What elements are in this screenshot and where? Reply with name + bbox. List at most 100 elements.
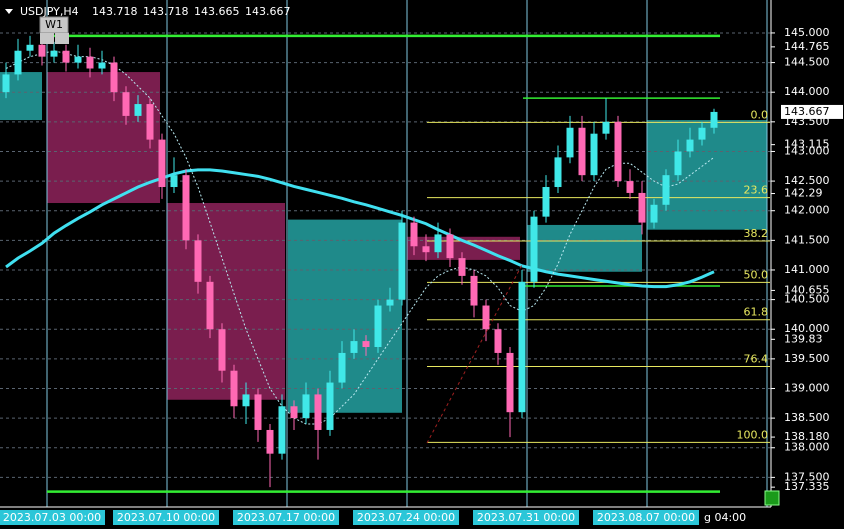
y-tick-label: 138.000 bbox=[784, 441, 830, 454]
y-tick-label: 140.000 bbox=[784, 322, 830, 335]
candle-body bbox=[422, 246, 430, 253]
time-label-box bbox=[353, 510, 459, 525]
time-label: 2023.07.03 00:00 bbox=[3, 511, 101, 524]
y-tick-label: 142.000 bbox=[784, 204, 830, 217]
time-label-box bbox=[593, 510, 699, 525]
candle-body bbox=[122, 92, 130, 116]
fib-label: 61.8 bbox=[744, 306, 769, 319]
time-label: 2023.07.10 00:00 bbox=[117, 511, 215, 524]
candle-body bbox=[182, 175, 190, 241]
time-label: g 04:00 bbox=[704, 511, 746, 524]
price-label: 137.335 bbox=[784, 480, 830, 493]
y-tick-label: 137.500 bbox=[784, 470, 830, 483]
candle-body bbox=[686, 139, 694, 152]
time-label: 2023.07.24 00:00 bbox=[357, 511, 455, 524]
candle-body bbox=[638, 192, 646, 223]
candle-body bbox=[374, 305, 382, 348]
overlay: 145.000144.500144.000143.500143.000142.5… bbox=[0, 26, 843, 525]
candle-body bbox=[398, 222, 406, 300]
y-tick-label: 139.500 bbox=[784, 352, 830, 365]
candle-body bbox=[662, 175, 670, 205]
candle-body bbox=[110, 62, 118, 93]
fib-label: 76.4 bbox=[744, 353, 769, 366]
candle-body bbox=[626, 181, 634, 193]
candle-body bbox=[386, 299, 394, 306]
candle-body bbox=[86, 56, 94, 69]
candle-body bbox=[542, 187, 550, 217]
candle-body bbox=[338, 352, 346, 383]
y-tick-label: 145.000 bbox=[784, 26, 830, 39]
candle-body bbox=[194, 240, 202, 282]
timeframe-label: W1 bbox=[45, 18, 63, 31]
candle-body bbox=[674, 151, 682, 176]
candle-body bbox=[362, 341, 370, 348]
candle-body bbox=[590, 133, 598, 176]
candle-body bbox=[62, 50, 70, 63]
fib-trendline bbox=[426, 262, 524, 444]
candle-body bbox=[254, 394, 262, 430]
scroll-button[interactable] bbox=[40, 33, 54, 44]
candle-body bbox=[530, 216, 538, 282]
candle-body bbox=[206, 281, 214, 330]
candle-body bbox=[434, 234, 442, 253]
plot-area bbox=[0, 0, 771, 507]
candle-body bbox=[566, 127, 574, 158]
candle-body bbox=[494, 329, 502, 353]
candle-body bbox=[26, 44, 34, 51]
candle-body bbox=[698, 127, 706, 140]
candle-body bbox=[50, 50, 58, 57]
price-label: 144.765 bbox=[784, 40, 830, 53]
scroll-button[interactable] bbox=[55, 33, 69, 44]
y-tick-label: 144.000 bbox=[784, 85, 830, 98]
candle-body bbox=[290, 406, 298, 419]
candle-body bbox=[74, 56, 82, 63]
candle-body bbox=[302, 394, 310, 419]
y-tick-label: 141.000 bbox=[784, 263, 830, 276]
candle-body bbox=[2, 74, 10, 93]
price-label: 140.655 bbox=[784, 283, 830, 296]
candle-body bbox=[170, 175, 178, 188]
candle-body bbox=[470, 275, 478, 306]
candle-body bbox=[242, 394, 250, 407]
price-label: 138.180 bbox=[784, 430, 830, 443]
y-tick-label: 142.500 bbox=[784, 174, 830, 187]
menu-arrow[interactable] bbox=[5, 9, 13, 14]
price-label: 142.29 bbox=[784, 187, 823, 200]
y-tick-label: 143.000 bbox=[784, 144, 830, 157]
time-label-box bbox=[113, 510, 219, 525]
candle-body bbox=[506, 352, 514, 413]
header-close: 143.667 bbox=[245, 5, 291, 18]
candle-body bbox=[602, 121, 610, 134]
minus-button[interactable] bbox=[764, 490, 780, 506]
fib-label: 23.6 bbox=[744, 184, 769, 197]
candle-body bbox=[38, 44, 46, 57]
y-tick-label: 141.500 bbox=[784, 233, 830, 246]
candle-body bbox=[278, 406, 286, 454]
candle-body bbox=[314, 394, 322, 430]
candle-body bbox=[410, 222, 418, 247]
candle-body bbox=[578, 127, 586, 176]
fib-label: 0.0 bbox=[751, 108, 769, 121]
candle-body bbox=[710, 111, 718, 128]
candle-body bbox=[446, 234, 454, 259]
fib-label: 100.0 bbox=[737, 428, 769, 441]
price-label: 143.115 bbox=[784, 138, 830, 151]
candle-body bbox=[266, 429, 274, 454]
price-label: 139.83 bbox=[784, 332, 823, 345]
candle-body bbox=[230, 370, 238, 407]
header-open: 143.718 bbox=[92, 5, 138, 18]
zone bbox=[288, 219, 402, 413]
fib-label: 50.0 bbox=[744, 268, 769, 281]
time-label: 2023.07.17 00:00 bbox=[237, 511, 335, 524]
y-tick-label: 139.000 bbox=[784, 381, 830, 394]
header-low: 143.665 bbox=[194, 5, 240, 18]
candle-body bbox=[554, 157, 562, 188]
time-label-box bbox=[0, 510, 105, 525]
y-tick-label: 144.500 bbox=[784, 56, 830, 69]
moving-average bbox=[5, 168, 715, 289]
candle-body bbox=[134, 104, 142, 116]
header-high: 143.718 bbox=[143, 5, 189, 18]
candle-body bbox=[614, 121, 622, 182]
time-label-box bbox=[233, 510, 339, 525]
